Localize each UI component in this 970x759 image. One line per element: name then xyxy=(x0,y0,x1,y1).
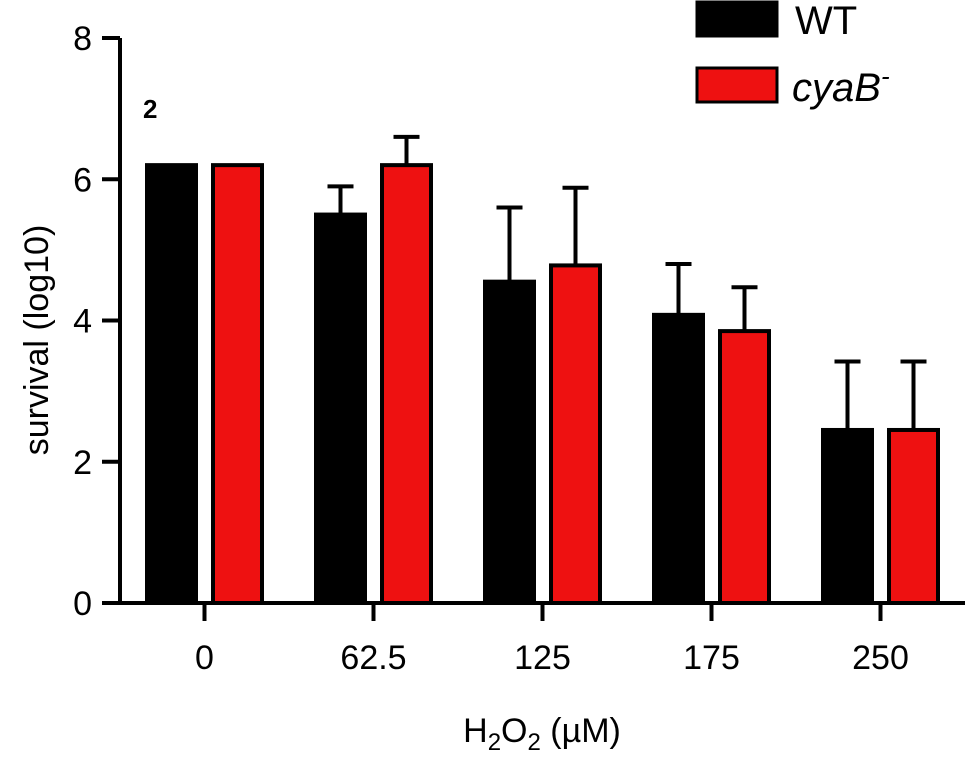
bar-cyab xyxy=(380,163,433,605)
bar-wt xyxy=(314,212,367,605)
x-tick-label: 0 xyxy=(195,639,214,677)
legend-label-wt: WT xyxy=(795,0,857,43)
y-tick-label: 6 xyxy=(73,161,92,199)
x-axis: 0 62.5 125 175 250 xyxy=(118,601,965,677)
y-tick-label: 0 xyxy=(73,585,92,623)
bar-cyab xyxy=(718,329,771,605)
y-tick-label: 4 xyxy=(73,303,92,341)
y-axis-title: survival (log10) xyxy=(18,225,56,456)
legend-label-cyab: cyaB- xyxy=(792,61,890,110)
y-tick-label: 8 xyxy=(73,20,92,58)
bar-cyab xyxy=(211,163,264,605)
x-tick-label: 125 xyxy=(514,639,571,677)
bars xyxy=(145,163,940,605)
bar-wt xyxy=(821,427,874,605)
bar-wt xyxy=(652,312,705,605)
x-axis-title: H2O2 (µM) xyxy=(463,712,621,756)
bar-cyab xyxy=(887,427,940,605)
y-axis: 0 2 4 6 8 xyxy=(73,20,122,623)
bar-wt xyxy=(145,163,198,605)
y-tick-label: 2 xyxy=(73,444,92,482)
legend: WT cyaB- xyxy=(695,0,890,110)
x-title-sub2: 2 xyxy=(528,729,541,756)
legend-swatch-cyab xyxy=(695,66,779,104)
legend-label-cyab-main: cyaB xyxy=(792,66,881,110)
x-title-unit: (µM) xyxy=(541,712,621,750)
bar-wt xyxy=(483,279,536,605)
x-title-o: O xyxy=(501,712,527,750)
x-title-sub1: 2 xyxy=(488,729,501,756)
panel-label: 2 xyxy=(143,94,157,124)
error-bars xyxy=(327,134,927,430)
bar-cyab xyxy=(549,263,602,605)
x-title-h: H xyxy=(463,712,488,750)
legend-label-cyab-sup: - xyxy=(881,61,890,91)
legend-swatch-wt xyxy=(695,0,779,38)
x-tick-label: 175 xyxy=(683,639,740,677)
x-tick-label: 62.5 xyxy=(340,639,406,677)
x-tick-label: 250 xyxy=(852,639,909,677)
